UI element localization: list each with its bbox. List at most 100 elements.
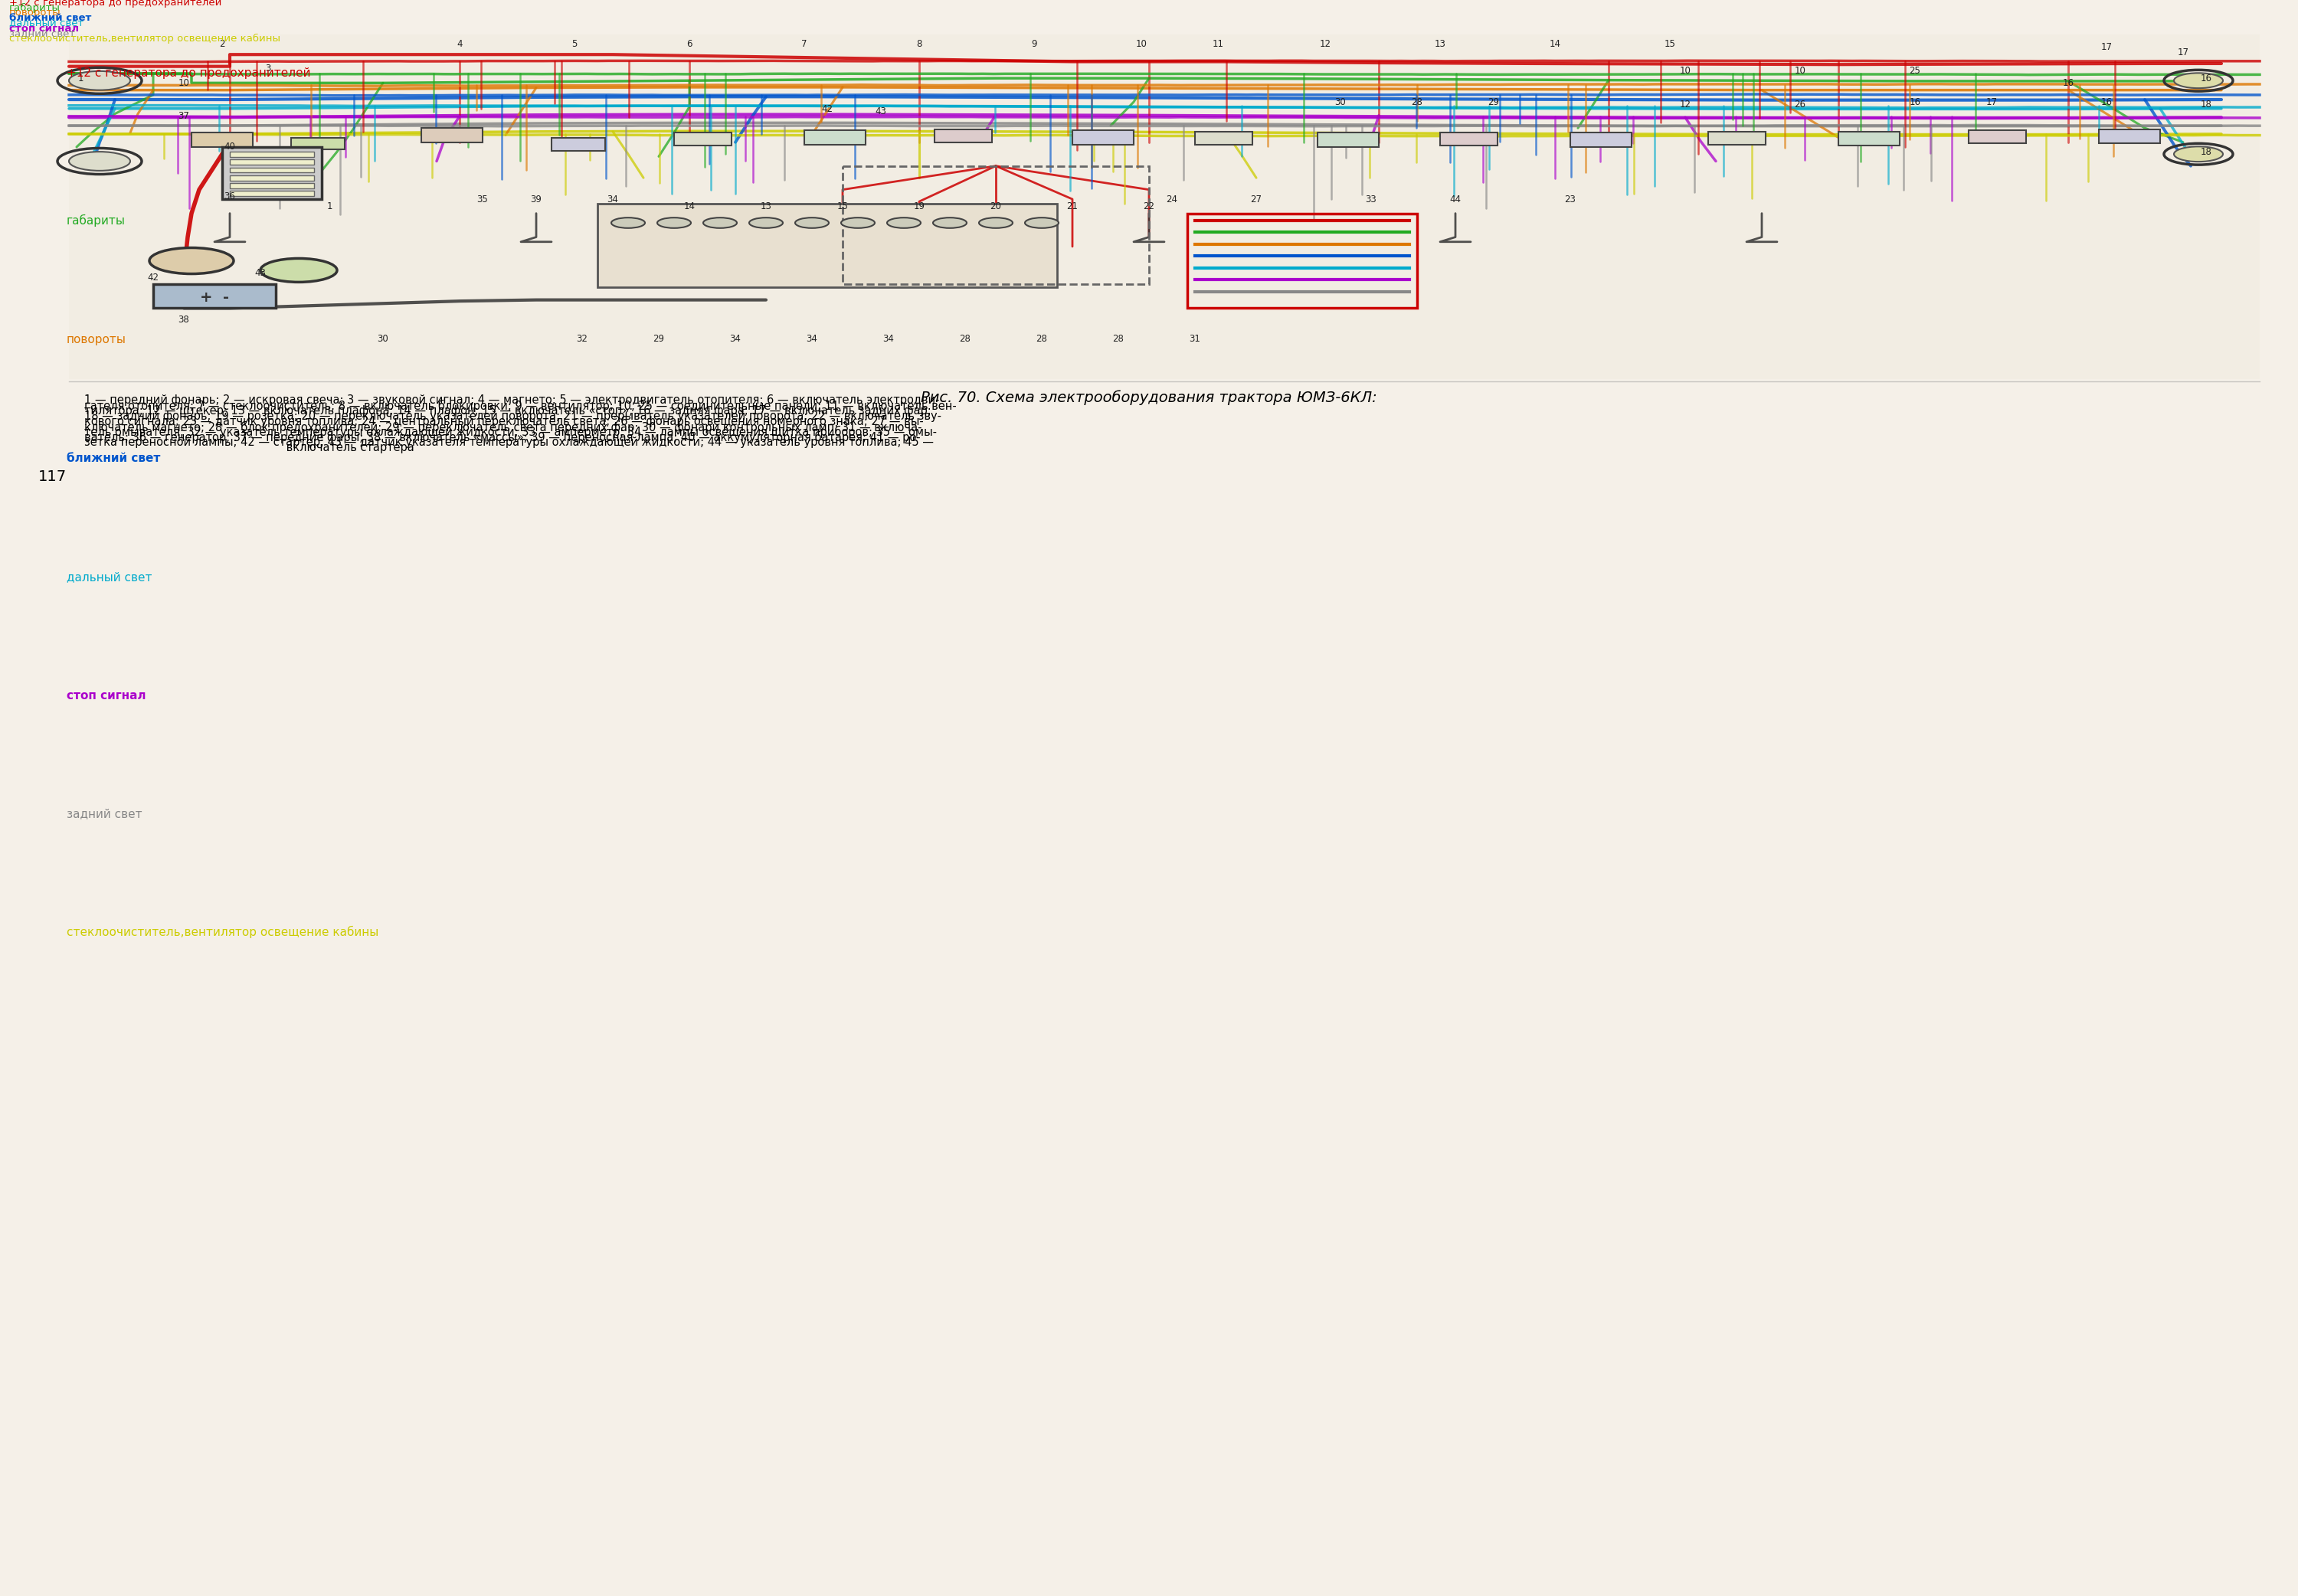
Text: +12 с генератора до предохранителей: +12 с генератора до предохранителей [9, 0, 221, 8]
Circle shape [69, 152, 131, 171]
Text: ключатель магнето; 28 — блок предохранителей; 29 — переключатель света передних : ключатель магнето; 28 — блок предохранит… [85, 421, 921, 433]
Bar [1195, 131, 1252, 145]
Text: 12: 12 [1319, 38, 1331, 49]
Text: 42: 42 [147, 273, 159, 282]
Bar [223, 147, 322, 200]
Text: 28: 28 [1112, 334, 1124, 345]
Text: тель омывателя; 32 — указатель температуры охлаждающей жидкости; 33 — амперметр;: тель омывателя; 32 — указатель температу… [85, 426, 938, 439]
Text: +12 с генератора до предохранителей: +12 с генератора до предохранителей [67, 67, 310, 78]
Text: 10: 10 [179, 78, 188, 88]
Text: +  -: + - [200, 290, 230, 305]
Bar [1969, 131, 2027, 144]
Text: 2: 2 [218, 38, 225, 49]
Text: 25: 25 [1910, 65, 1921, 77]
Text: 9: 9 [1032, 38, 1036, 49]
Text: ближний свет: ближний свет [9, 13, 92, 24]
Text: стоп сигнал: стоп сигнал [9, 24, 78, 34]
Circle shape [979, 217, 1013, 228]
Text: 21: 21 [1066, 201, 1078, 211]
Text: 10: 10 [1135, 38, 1147, 49]
Circle shape [611, 217, 646, 228]
Text: 30: 30 [1335, 97, 1347, 107]
Text: 27: 27 [1250, 195, 1262, 204]
Text: 13: 13 [1434, 38, 1445, 49]
Text: 117: 117 [39, 469, 67, 484]
Text: повороты: повороты [9, 8, 62, 18]
Text: гателя отопителя; 7 — стеклоочиститель; 8 — включатель блокировки; 9 — вентилято: гателя отопителя; 7 — стеклоочиститель; … [85, 401, 956, 412]
Bar [292, 137, 345, 150]
Text: 18: 18 [2201, 99, 2211, 109]
Bar [804, 131, 866, 145]
Bar [230, 168, 315, 172]
Bar [1073, 131, 1133, 145]
Text: 22: 22 [1144, 201, 1154, 211]
Text: 16: 16 [2100, 97, 2112, 107]
Text: 24: 24 [1165, 195, 1177, 204]
Text: кового сигнала; 23 — датчик уровня топлива; 24 — центральный переключатель света: кового сигнала; 23 — датчик уровня топли… [85, 415, 924, 428]
Bar [230, 184, 315, 188]
Bar [552, 137, 604, 150]
Text: задний свет: задний свет [9, 29, 76, 38]
Text: 29: 29 [653, 334, 664, 345]
Text: стеклоочиститель,вентилятор освещение кабины: стеклоочиститель,вентилятор освещение ка… [9, 34, 280, 45]
Circle shape [260, 259, 338, 282]
Text: габариты: габариты [9, 3, 60, 13]
Text: 28: 28 [1036, 334, 1048, 345]
Text: 4: 4 [457, 38, 462, 49]
Circle shape [1025, 217, 1059, 228]
Text: 8: 8 [917, 38, 921, 49]
Text: 17: 17 [2100, 43, 2112, 53]
Text: стеклоочиститель,вентилятор освещение кабины: стеклоочиститель,вентилятор освещение ка… [67, 926, 379, 938]
Text: 34: 34 [607, 195, 618, 204]
Text: 16: 16 [2064, 78, 2073, 88]
Bar [1838, 131, 1900, 145]
Text: 1: 1 [78, 73, 83, 83]
Text: 23: 23 [1565, 195, 1576, 204]
Text: 11: 11 [1213, 38, 1223, 49]
Text: 29: 29 [1489, 97, 1498, 107]
Bar [1317, 132, 1379, 147]
Text: 36: 36 [225, 192, 234, 201]
Text: 19: 19 [912, 201, 924, 211]
Bar [843, 166, 1149, 284]
Text: 18 — задний фонарь; 19 — розетка; 20 — переключатель указателей поворота; 21 — п: 18 — задний фонарь; 19 — розетка; 20 — п… [85, 410, 942, 421]
Circle shape [2174, 73, 2222, 88]
Text: 20: 20 [990, 201, 1002, 211]
Bar [1188, 214, 1418, 308]
Text: ближний свет: ближний свет [67, 453, 161, 464]
Text: 1: 1 [326, 201, 333, 211]
Text: 12: 12 [1680, 99, 1691, 109]
Text: 34: 34 [807, 334, 818, 345]
Text: 43: 43 [255, 268, 267, 278]
Bar [2098, 129, 2160, 144]
Text: дальный свет: дальный свет [67, 571, 152, 583]
Bar [230, 152, 315, 156]
Text: 5: 5 [572, 38, 577, 49]
Text: 28: 28 [1411, 97, 1422, 107]
Text: 10: 10 [1680, 65, 1691, 77]
Text: 34: 34 [882, 334, 894, 345]
Circle shape [933, 217, 967, 228]
Text: 33: 33 [1365, 195, 1377, 204]
Text: 17: 17 [1985, 97, 1997, 107]
Bar [1707, 131, 1765, 145]
Text: дальный свет: дальный свет [9, 19, 83, 29]
Text: 44: 44 [1450, 195, 1462, 204]
Circle shape [749, 217, 784, 228]
Text: 39: 39 [531, 195, 542, 204]
Circle shape [703, 217, 738, 228]
Text: повороты: повороты [67, 334, 126, 346]
Text: 18: 18 [2201, 147, 2211, 156]
Text: 42: 42 [823, 104, 832, 113]
Text: 14: 14 [1549, 38, 1560, 49]
Text: 40: 40 [225, 142, 234, 152]
Text: включатель стартера: включатель стартера [85, 442, 414, 453]
Text: 26: 26 [1795, 99, 1806, 109]
Text: 6: 6 [687, 38, 692, 49]
Text: 16: 16 [1910, 97, 1921, 107]
Text: тилятора; 12 — штекер; 13 — включатель плафона; 14 — плафон; 15 — включатель «ст: тилятора; 12 — штекер; 13 — включатель п… [85, 405, 931, 417]
Text: 37: 37 [179, 112, 188, 121]
Text: 14: 14 [685, 201, 694, 211]
Text: габариты: габариты [67, 214, 126, 227]
Text: Рис. 70. Схема электрооборудования трактора ЮМЗ-6КЛ:: Рис. 70. Схема электрооборудования тракт… [921, 389, 1377, 405]
